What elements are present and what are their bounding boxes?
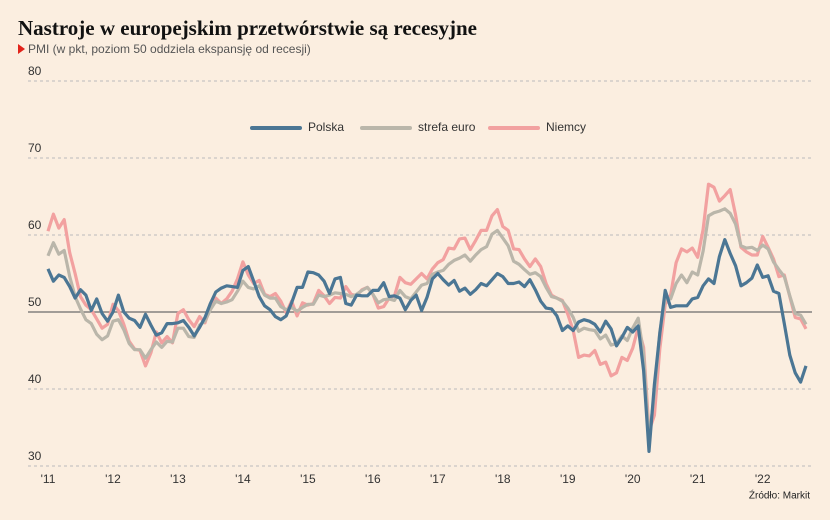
x-tick-label: '17 bbox=[430, 472, 446, 486]
y-tick-label: 30 bbox=[28, 449, 42, 463]
y-tick-label: 40 bbox=[28, 372, 42, 386]
x-tick-label: '19 bbox=[560, 472, 576, 486]
legend-label: Polska bbox=[308, 120, 344, 134]
x-tick-label: '16 bbox=[365, 472, 381, 486]
x-tick-label: '20 bbox=[625, 472, 641, 486]
x-tick-label: '11 bbox=[41, 472, 56, 486]
chart-title: Nastroje w europejskim przetwórstwie są … bbox=[18, 16, 477, 40]
x-tick-label: '12 bbox=[105, 472, 121, 486]
chart-subtitle: PMI (w pkt, poziom 50 oddziela ekspansję… bbox=[28, 42, 311, 56]
x-tick-label: '18 bbox=[495, 472, 511, 486]
x-tick-label: '22 bbox=[755, 472, 771, 486]
source: Źródło: Markit bbox=[749, 489, 810, 502]
series-line bbox=[46, 238, 808, 453]
y-tick-label: 70 bbox=[28, 141, 42, 155]
legend-label: strefa euro bbox=[418, 120, 476, 134]
legend-label: Niemcy bbox=[546, 120, 586, 134]
y-tick-label: 80 bbox=[28, 64, 42, 78]
x-tick-label: '13 bbox=[170, 472, 186, 486]
series-line bbox=[46, 207, 808, 442]
subtitle-marker bbox=[18, 44, 25, 54]
x-tick-label: '21 bbox=[690, 472, 706, 486]
x-tick-label: '15 bbox=[300, 472, 316, 486]
x-tick-label: '14 bbox=[235, 472, 251, 486]
y-tick-label: 50 bbox=[28, 295, 42, 309]
y-tick-label: 60 bbox=[28, 218, 42, 232]
